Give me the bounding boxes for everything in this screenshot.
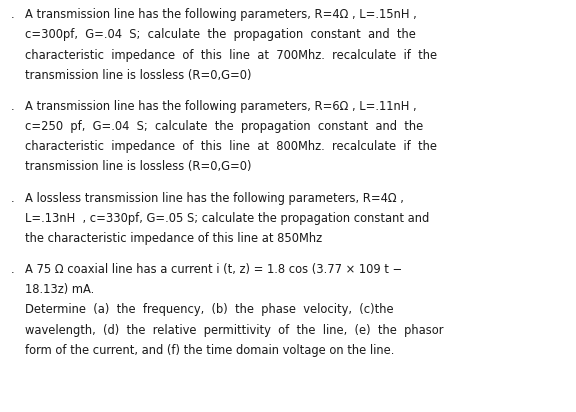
Text: Determine  (a)  the  frequency,  (b)  the  phase  velocity,  (c)the: Determine (a) the frequency, (b) the pha…	[25, 304, 393, 316]
Text: A 75 Ω coaxial line has a current i (t, z) = 1.8 cos (3.77 × 109 t −: A 75 Ω coaxial line has a current i (t, …	[25, 263, 402, 276]
Text: the characteristic impedance of this line at 850Mhz: the characteristic impedance of this lin…	[25, 232, 322, 245]
Text: .: .	[11, 192, 14, 205]
Text: .: .	[11, 8, 14, 21]
Text: c=250  pf,  G=.04  S;  calculate  the  propagation  constant  and  the: c=250 pf, G=.04 S; calculate the propaga…	[25, 120, 423, 133]
Text: characteristic  impedance  of  this  line  at  700Mhz.  recalculate  if  the: characteristic impedance of this line at…	[25, 49, 437, 62]
Text: transmission line is lossless (R=0,G=0): transmission line is lossless (R=0,G=0)	[25, 69, 252, 82]
Text: .: .	[11, 100, 14, 113]
Text: A lossless transmission line has the following parameters, R=4Ω ,: A lossless transmission line has the fol…	[25, 192, 404, 205]
Text: wavelength,  (d)  the  relative  permittivity  of  the  line,  (e)  the  phasor: wavelength, (d) the relative permittivit…	[25, 323, 444, 337]
Text: transmission line is lossless (R=0,G=0): transmission line is lossless (R=0,G=0)	[25, 160, 252, 173]
Text: form of the current, and (f) the time domain voltage on the line.: form of the current, and (f) the time do…	[25, 344, 395, 357]
Text: A transmission line has the following parameters, R=6Ω , L=.11nH ,: A transmission line has the following pa…	[25, 100, 416, 113]
Text: L=.13nH  , c=330pf, G=.05 S; calculate the propagation constant and: L=.13nH , c=330pf, G=.05 S; calculate th…	[25, 212, 429, 225]
Text: 18.13z) mA.: 18.13z) mA.	[25, 283, 94, 296]
Text: A transmission line has the following parameters, R=4Ω , L=.15nH ,: A transmission line has the following pa…	[25, 8, 417, 21]
Text: characteristic  impedance  of  this  line  at  800Mhz.  recalculate  if  the: characteristic impedance of this line at…	[25, 140, 437, 153]
Text: c=300pf,  G=.04  S;  calculate  the  propagation  constant  and  the: c=300pf, G=.04 S; calculate the propagat…	[25, 28, 416, 42]
Text: .: .	[11, 263, 14, 276]
